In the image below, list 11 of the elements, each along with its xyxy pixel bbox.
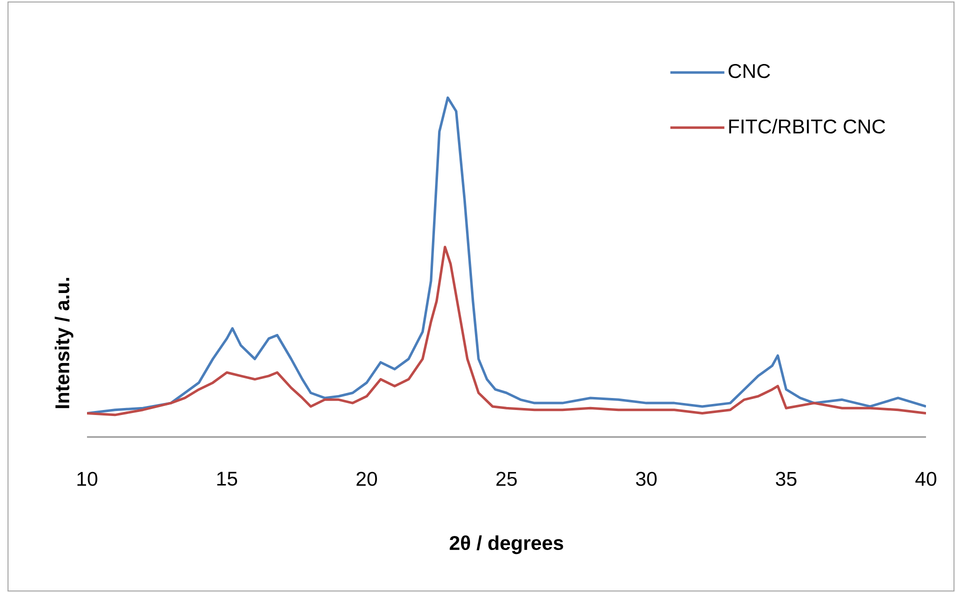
x-tick-label: 10 bbox=[77, 472, 98, 486]
x-tick-label: 30 bbox=[636, 472, 657, 486]
x-axis-title: 2θ / degrees bbox=[450, 535, 564, 554]
legend-label: CNC bbox=[728, 64, 770, 78]
legend-label: FITC/RBITC CNC bbox=[729, 118, 886, 134]
x-tick-label: 40 bbox=[915, 472, 936, 486]
x-tick-label: 15 bbox=[217, 472, 238, 486]
x-tick-label: 35 bbox=[776, 472, 796, 486]
y-axis-title: Intensity / a.u. bbox=[54, 278, 74, 408]
x-tick-label: 25 bbox=[496, 472, 517, 486]
x-tick-label: 20 bbox=[356, 472, 377, 486]
